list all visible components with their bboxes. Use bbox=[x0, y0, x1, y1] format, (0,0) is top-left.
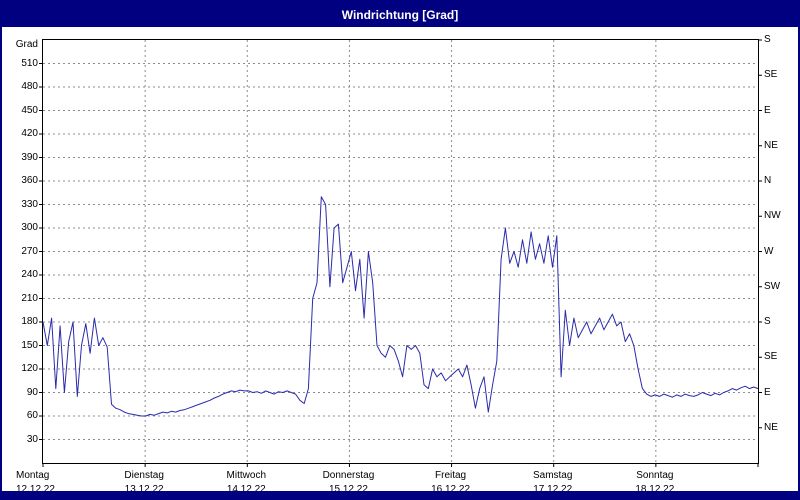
wind-direction-line bbox=[42, 196, 759, 417]
y-tick-label: 60 bbox=[26, 410, 38, 421]
x-axis-day-label: Sonntag bbox=[636, 470, 674, 481]
y-axis-unit-label: Grad bbox=[15, 39, 38, 50]
y-tick-label: 210 bbox=[21, 292, 38, 304]
x-axis-date-label: 16.12.22 bbox=[431, 484, 471, 495]
y-tick-label: 480 bbox=[21, 81, 38, 92]
x-axis-date-label: 14.12.22 bbox=[226, 484, 266, 495]
y-tick-label: 300 bbox=[21, 222, 38, 233]
chart-title: Windrichtung [Grad] bbox=[341, 7, 459, 22]
x-axis-day-label: Mittwoch bbox=[226, 470, 267, 481]
right-axis-label: N bbox=[764, 175, 772, 186]
bottom-bar bbox=[2, 491, 798, 498]
x-axis-date-label: 13.12.22 bbox=[124, 484, 164, 495]
x-axis-day-label: Donnerstag bbox=[322, 470, 375, 481]
right-axis-label: NE bbox=[764, 139, 778, 151]
right-axis-label: S bbox=[764, 316, 771, 327]
y-tick-label: 120 bbox=[21, 363, 38, 374]
x-axis-day-label: Freitag bbox=[435, 470, 467, 481]
y-tick-label: 510 bbox=[21, 57, 38, 69]
y-tick-label: 180 bbox=[21, 316, 38, 327]
y-tick-label: 360 bbox=[21, 175, 38, 186]
right-axis-label: E bbox=[764, 386, 771, 398]
y-tick-label: 270 bbox=[21, 245, 38, 257]
x-axis-day-label: Dienstag bbox=[124, 470, 164, 481]
x-axis-date-label: 15.12.22 bbox=[328, 484, 368, 495]
x-axis-date-label: 18.12.22 bbox=[635, 484, 675, 495]
right-axis-label: SE bbox=[764, 69, 778, 81]
y-tick-label: 90 bbox=[26, 386, 38, 398]
plot-area bbox=[39, 39, 762, 467]
x-axis-date-label: 12.12.22 bbox=[16, 484, 55, 495]
x-axis-day-label: Montag bbox=[16, 470, 50, 481]
y-tick-label: 240 bbox=[21, 269, 38, 280]
right-axis-label: NE bbox=[764, 421, 778, 433]
right-axis-label: SE bbox=[764, 351, 778, 363]
title-bar: Windrichtung [Grad] bbox=[2, 2, 798, 27]
y-tick-label: 30 bbox=[26, 433, 38, 445]
x-axis-day-label: Samstag bbox=[532, 470, 573, 481]
y-tick-label: 150 bbox=[21, 339, 38, 351]
y-tick-label: 450 bbox=[21, 104, 38, 116]
right-axis-label: NW bbox=[764, 210, 781, 222]
right-axis-label: S bbox=[764, 34, 771, 45]
right-axis-label: SW bbox=[764, 280, 781, 292]
y-tick-label: 330 bbox=[21, 198, 38, 210]
y-tick-label: 390 bbox=[21, 151, 38, 163]
y-tick-label: 420 bbox=[21, 128, 38, 139]
x-axis-date-label: 17.12.22 bbox=[533, 484, 573, 495]
right-axis-label: W bbox=[764, 245, 774, 257]
right-axis-label: E bbox=[764, 104, 771, 116]
chart-canvas bbox=[39, 39, 762, 467]
